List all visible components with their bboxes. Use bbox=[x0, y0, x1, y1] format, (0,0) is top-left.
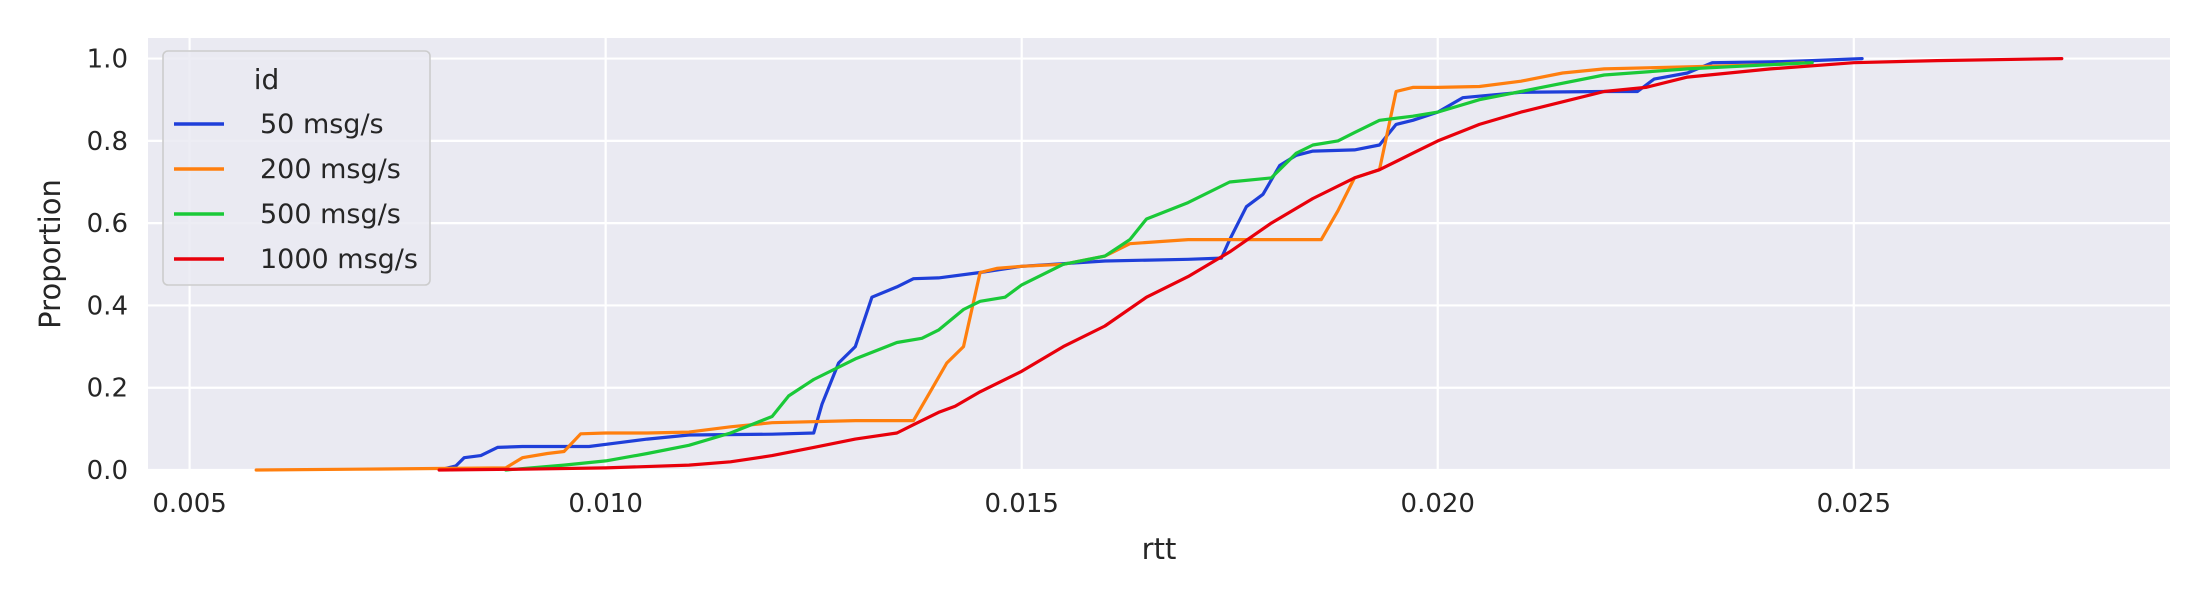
legend-label: 1000 msg/s bbox=[260, 244, 418, 275]
series-line bbox=[504, 61, 1814, 472]
x-tick-label: 0.010 bbox=[568, 489, 642, 519]
y-tick-label: 0.4 bbox=[87, 291, 128, 321]
legend-label: 200 msg/s bbox=[260, 154, 401, 185]
legend: id 50 msg/s 200 msg/s 500 msg/s 1000 msg/s bbox=[162, 50, 431, 286]
x-tick-label: 0.015 bbox=[984, 489, 1058, 519]
series-line bbox=[437, 57, 2064, 472]
legend-title: id bbox=[254, 63, 280, 96]
y-tick-label: 0.8 bbox=[87, 127, 128, 157]
axes: 0.005 0.010 0.015 0.020 0.025 0.0 0.2 0.4 0.6 0.8… bbox=[87, 45, 1891, 519]
plot-background bbox=[148, 38, 2170, 470]
series-lines bbox=[254, 57, 2064, 472]
legend-box bbox=[162, 50, 431, 286]
legend-label: 50 msg/s bbox=[260, 109, 384, 140]
y-axis-label: Proportion bbox=[33, 179, 67, 329]
x-axis-label: rtt bbox=[1142, 532, 1177, 566]
y-tick-label: 0.6 bbox=[87, 209, 128, 239]
x-tick-label: 0.025 bbox=[1817, 489, 1891, 519]
y-tick-label: 0.2 bbox=[87, 374, 128, 404]
y-tick-label: 0.0 bbox=[87, 456, 128, 486]
legend-label: 500 msg/s bbox=[260, 199, 401, 230]
x-tick-label: 0.020 bbox=[1401, 489, 1475, 519]
x-tick-label: 0.005 bbox=[152, 489, 226, 519]
y-tick-label: 1.0 bbox=[87, 45, 128, 75]
series-line bbox=[437, 57, 1864, 472]
series-line bbox=[254, 61, 1806, 472]
